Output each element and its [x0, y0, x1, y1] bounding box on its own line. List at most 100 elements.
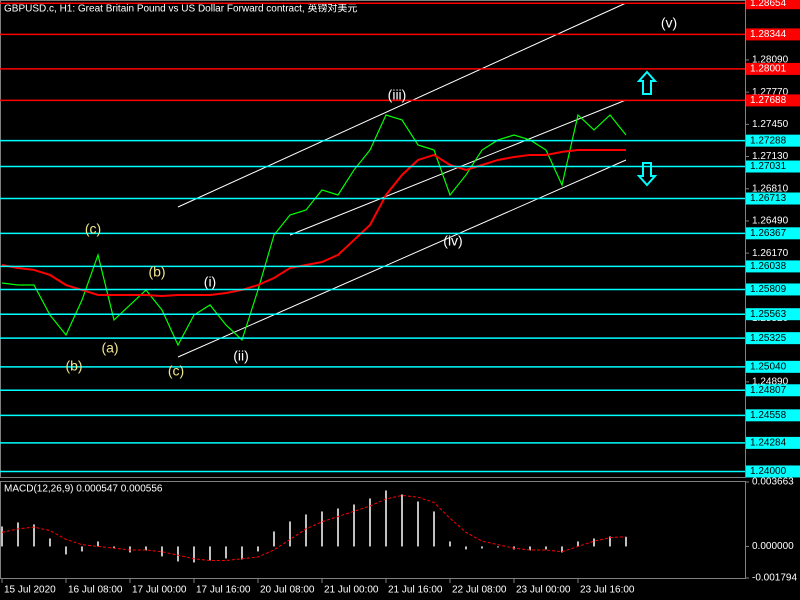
level-box — [746, 436, 800, 449]
macd-bar — [113, 546, 115, 549]
wave-label: (iv) — [443, 233, 462, 249]
macd-bar — [145, 546, 147, 551]
down-arrow — [636, 162, 658, 187]
wave-label: (b) — [65, 358, 82, 374]
y-tick-label: 1.24890 — [752, 377, 789, 388]
wave-label: (b) — [148, 264, 165, 280]
level-label: 1.26367 — [750, 228, 787, 239]
channel-line — [177, 2, 627, 208]
macd-bar — [561, 546, 563, 553]
y-tick-label: 1.26170 — [752, 248, 789, 259]
signal-line — [1, 494, 627, 562]
y-tick-label: -0.001794 — [752, 573, 797, 584]
level-box — [746, 227, 800, 240]
macd-bar — [609, 536, 611, 547]
macd-bar — [49, 538, 51, 547]
macd-bar — [417, 501, 419, 547]
price-frame — [0, 0, 746, 478]
macd-bar — [257, 546, 259, 552]
y-tick-label: 1.26490 — [752, 216, 789, 227]
level-label: 1.28344 — [750, 29, 787, 40]
level-label: 1.27031 — [750, 161, 787, 172]
channel-line — [177, 159, 627, 358]
macd-bar — [353, 504, 355, 547]
level-label: 1.24000 — [750, 466, 787, 477]
macd-bar — [401, 494, 403, 547]
macd-bar — [369, 498, 371, 547]
wave-label: (c) — [85, 221, 101, 237]
level-box — [746, 134, 800, 147]
macd-bar — [433, 511, 435, 547]
level-label: 1.24807 — [750, 385, 787, 396]
chart-title: GBPUSD.c, H1: Great Britain Pound vs US … — [4, 2, 357, 15]
level-box — [746, 62, 800, 75]
macd-bar — [449, 541, 451, 547]
macd-bar — [337, 508, 339, 547]
macd-bar — [465, 546, 467, 550]
macd-bar — [289, 521, 291, 547]
macd-bar — [65, 546, 67, 555]
level-box — [746, 283, 800, 296]
macd-bar — [193, 546, 195, 563]
level-box — [746, 28, 800, 41]
price-line — [1, 113, 627, 347]
macd-bar — [209, 546, 211, 561]
x-tick-label: 22 Jul 08:00 — [452, 585, 507, 596]
level-box — [746, 308, 800, 321]
wave-label: (v) — [661, 15, 677, 31]
macd-bar — [225, 546, 227, 559]
level-label: 1.28654 — [750, 0, 787, 9]
wave-label: (iii) — [388, 87, 407, 103]
x-tick-label: 21 Jul 00:00 — [324, 585, 379, 596]
level-label: 1.25563 — [750, 309, 787, 320]
macd-bar — [385, 490, 387, 547]
y-tick-label: 0.000000 — [752, 541, 794, 552]
level-box — [746, 0, 800, 10]
x-tick-label: 17 Jul 00:00 — [132, 585, 187, 596]
macd-frame — [0, 481, 746, 579]
level-box — [746, 384, 800, 397]
macd-bar — [81, 546, 83, 552]
wave-label: (ii) — [233, 348, 249, 364]
macd-bar — [161, 546, 163, 557]
level-label: 1.25040 — [750, 361, 787, 372]
x-tick-label: 17 Jul 16:00 — [196, 585, 251, 596]
y-tick-label: 0.003663 — [752, 477, 794, 488]
level-label: 1.26038 — [750, 261, 787, 272]
y-tick-label: 1.27770 — [752, 87, 789, 98]
level-label: 1.27288 — [750, 135, 787, 146]
level-box — [746, 409, 800, 422]
x-tick-label: 16 Jul 08:00 — [68, 585, 123, 596]
level-box — [746, 160, 800, 173]
x-tick-label: 15 Jul 2020 — [4, 585, 56, 596]
x-tick-label: 20 Jul 08:00 — [260, 585, 315, 596]
level-box — [746, 94, 800, 107]
x-tick-label: 23 Jul 00:00 — [516, 585, 571, 596]
wave-label: (a) — [101, 340, 118, 356]
macd-bar — [321, 511, 323, 547]
macd-bar — [625, 536, 627, 547]
level-label: 1.25325 — [750, 333, 787, 344]
x-tick-label: 23 Jul 16:00 — [580, 585, 635, 596]
level-label: 1.24558 — [750, 410, 787, 421]
macd-bar — [1, 526, 3, 547]
level-label: 1.25809 — [750, 284, 787, 295]
macd-bar — [97, 541, 99, 547]
level-box — [746, 360, 800, 373]
level-box — [746, 192, 800, 205]
y-tick-label: 1.27450 — [752, 119, 789, 130]
macd-bar — [17, 522, 19, 547]
level-box — [746, 332, 800, 345]
macd-bar — [273, 531, 275, 547]
wave-label: (c) — [168, 363, 184, 379]
level-label: 1.24284 — [750, 438, 787, 449]
level-box — [746, 260, 800, 273]
y-tick-label: 1.28090 — [752, 55, 789, 66]
macd-bar — [577, 541, 579, 547]
macd-bar — [481, 546, 483, 549]
macd-bar — [593, 538, 595, 547]
macd-bar — [497, 546, 499, 548]
macd-bar — [529, 546, 531, 551]
